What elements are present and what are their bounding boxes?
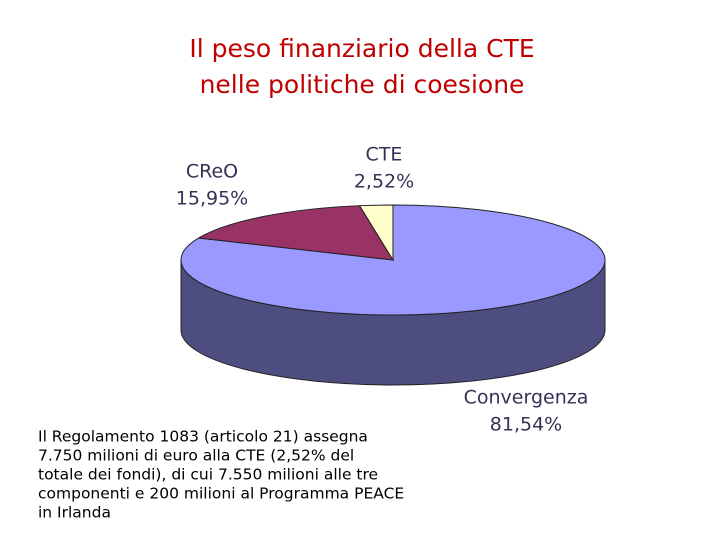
- note-line: Il Regolamento 1083 (articolo 21) assegn…: [38, 428, 368, 446]
- chart-title: Il peso finanziario della CTE: [189, 34, 534, 63]
- slice-value-label: 81,54%: [490, 414, 562, 436]
- pie-tops: [180, 204, 606, 316]
- pie-slice: [197, 205, 394, 261]
- slice-value-label: 2,52%: [354, 171, 414, 193]
- slice-label: CTE: [366, 144, 403, 166]
- note-line: in Irlanda: [38, 504, 111, 522]
- slice-value-label: 15,95%: [176, 188, 248, 210]
- note-line: componenti e 200 milioni al Programma PE…: [38, 485, 404, 503]
- pie-slice: [358, 204, 394, 262]
- slice-label: CReO: [186, 161, 238, 183]
- note-line: 7.750 milioni di euro alla CTE (2,52% de…: [38, 447, 354, 465]
- chart-title: nelle politiche di coesione: [200, 70, 525, 99]
- slice-label: Convergenza: [464, 387, 589, 409]
- note-line: totale dei fondi), di cui 7.550 milioni …: [38, 466, 378, 484]
